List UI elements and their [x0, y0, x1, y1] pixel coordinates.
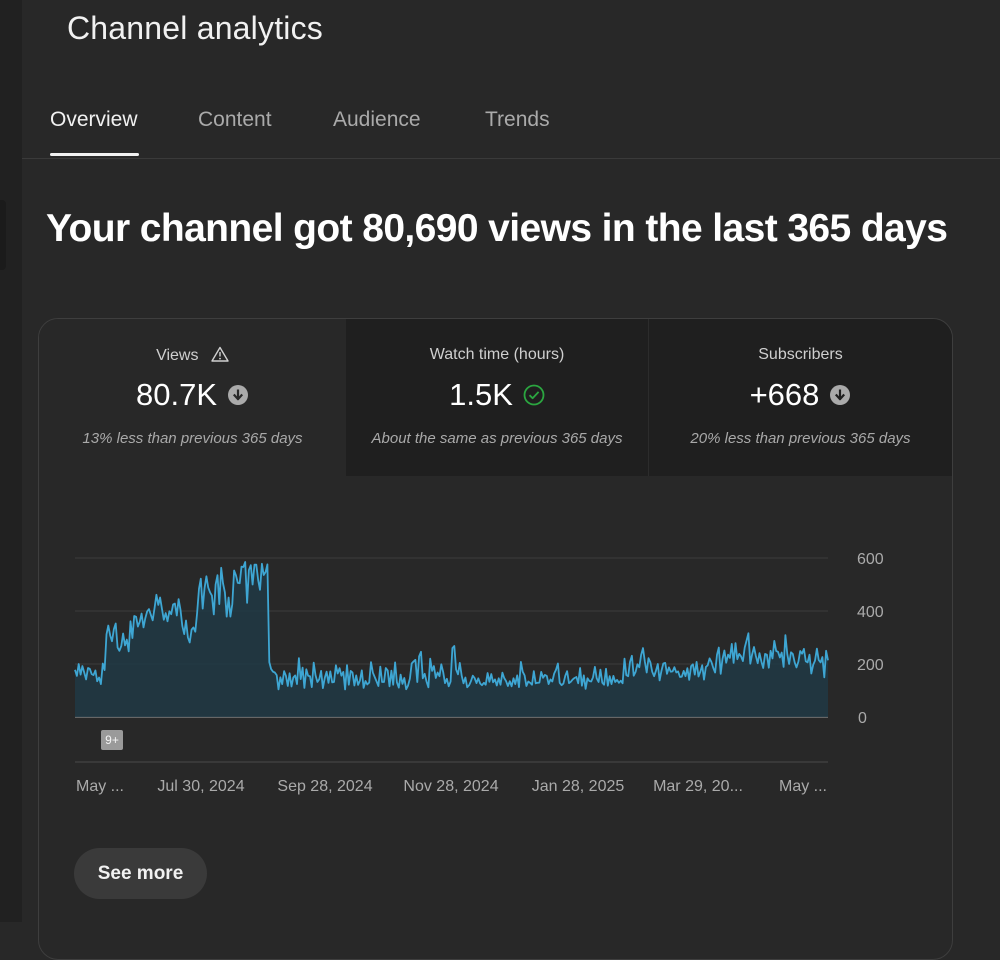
metric-watch-time-value-row: 1.5K	[346, 377, 648, 413]
metric-views-label: Views	[156, 347, 199, 364]
overview-card: Views 80.7K 13% less than previous 365 d…	[38, 318, 953, 960]
views-chart[interactable]: 0 200 400 600 May ... Jul 30, 2024 Sep 28, 20…	[39, 319, 952, 819]
metric-views[interactable]: Views 80.7K 13% less than previous 365 d…	[39, 319, 346, 476]
x-tick-label: May ...	[76, 778, 124, 795]
x-tick-label: Nov 28, 2024	[403, 778, 498, 795]
page-title: Channel analytics	[67, 10, 323, 46]
metric-subscribers[interactable]: Subscribers +668 20% less than previous …	[648, 319, 952, 476]
metric-subscribers-label: Subscribers	[758, 346, 843, 363]
annotation-badge[interactable]: 9+	[101, 730, 123, 750]
y-tick-label: 200	[857, 657, 884, 674]
y-tick-label: 0	[858, 710, 867, 727]
x-tick-label: May ...	[779, 778, 827, 795]
metric-watch-time[interactable]: Watch time (hours) 1.5K About the same a…	[346, 319, 648, 476]
x-tick-label: Jul 30, 2024	[157, 778, 244, 795]
views-line	[74, 561, 829, 691]
metric-watch-time-note: About the same as previous 365 days	[371, 430, 623, 447]
sidebar-handle[interactable]	[0, 200, 6, 270]
metric-watch-time-value: 1.5K	[449, 377, 513, 412]
x-tick-label: Jan 28, 2025	[532, 778, 625, 795]
metric-views-value: 80.7K	[135, 377, 217, 412]
tab-audience[interactable]: Audience	[333, 108, 421, 131]
metric-subscribers-value-row: +668	[649, 377, 952, 413]
active-tab-indicator	[50, 153, 139, 156]
views-area	[75, 562, 828, 717]
y-tick-label: 600	[857, 551, 884, 568]
see-more-button[interactable]: See more	[74, 848, 207, 899]
sidebar-edge	[0, 0, 22, 922]
x-tick-label: Sep 28, 2024	[277, 778, 372, 795]
warning-icon[interactable]	[211, 346, 229, 362]
metric-views-label-row: Views	[39, 346, 346, 365]
check-circle-icon	[523, 384, 545, 406]
tab-bar: Overview Content Audience Trends	[22, 100, 1000, 159]
metric-watch-time-label: Watch time (hours)	[429, 346, 565, 363]
metric-views-note: 13% less than previous 365 days	[82, 430, 303, 447]
tab-trends[interactable]: Trends	[485, 108, 550, 131]
arrow-down-icon	[228, 385, 248, 405]
tab-overview[interactable]: Overview	[50, 108, 138, 131]
x-tick-label: Mar 29, 20...	[653, 778, 743, 795]
metric-views-value-row: 80.7K	[39, 377, 346, 413]
arrow-down-icon	[830, 385, 851, 405]
headline: Your channel got 80,690 views in the las…	[46, 207, 948, 250]
metric-subscribers-value: +668	[749, 377, 820, 412]
metric-subscribers-note: 20% less than previous 365 days	[690, 430, 911, 447]
tab-content[interactable]: Content	[198, 108, 272, 131]
y-tick-label: 400	[857, 604, 884, 621]
